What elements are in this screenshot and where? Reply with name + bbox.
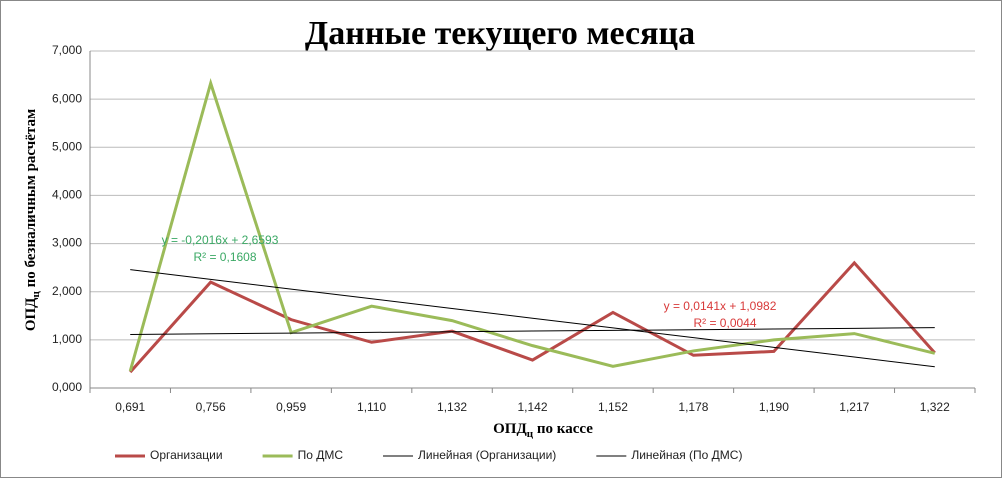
y-tick-label: 7,000 <box>52 43 82 57</box>
x-tick-label: 1,110 <box>357 400 386 414</box>
trendline-equation: R² = 0,0044 <box>693 316 756 330</box>
x-tick-label: 0,691 <box>115 400 145 414</box>
series-line <box>128 78 936 372</box>
trendline-equation: y = 0,0141x + 1,0982 <box>664 299 777 313</box>
x-tick-label: 1,142 <box>517 400 547 414</box>
x-tick-label: 1,217 <box>839 400 869 414</box>
y-tick-label: 0,000 <box>52 380 82 394</box>
y-title-main: ОПД <box>23 297 39 331</box>
x-tick-label: 1,132 <box>437 400 467 414</box>
y-tick-label: 5,000 <box>52 139 82 153</box>
y-tick-label: 1,000 <box>52 332 82 346</box>
x-axis-title: ОПДц по кассе <box>493 421 593 439</box>
legend-label: Организации <box>150 448 223 462</box>
x-title-sub: ц <box>527 428 534 440</box>
x-tick-label: 1,152 <box>598 400 628 414</box>
x-tick-label: 1,190 <box>759 400 789 414</box>
x-title-main: ОПД <box>493 421 527 437</box>
y-tick-label: 2,000 <box>52 284 82 298</box>
y-tick-label: 4,000 <box>52 188 82 202</box>
y-tick-label: 3,000 <box>52 236 82 250</box>
x-tick-label: 1,178 <box>678 400 708 414</box>
y-title-sub: ц <box>30 291 42 298</box>
series-line <box>130 327 935 335</box>
y-title-rest: по безналичным расчётам <box>23 109 39 291</box>
x-title-rest: по кассе <box>533 421 593 437</box>
trendline-equation: R² = 0,1608 <box>193 250 256 264</box>
x-tick-label: 0,756 <box>196 400 226 414</box>
series-line <box>130 269 935 368</box>
x-tick-label: 1,322 <box>920 400 950 414</box>
x-tick-label: 0,959 <box>276 400 306 414</box>
trendline-equation: y = -0,2016x + 2,6593 <box>162 233 279 247</box>
legend-label: Линейная (По ДМС) <box>631 448 742 462</box>
legend-label: Линейная (Организации) <box>418 448 556 462</box>
legend-label: По ДМС <box>298 448 344 462</box>
chart-title: Данные текущего месяца <box>305 15 695 52</box>
series-line <box>129 260 936 374</box>
y-tick-label: 6,000 <box>52 91 82 105</box>
y-axis-title: ОПДц по безналичным расчётам <box>23 109 41 331</box>
